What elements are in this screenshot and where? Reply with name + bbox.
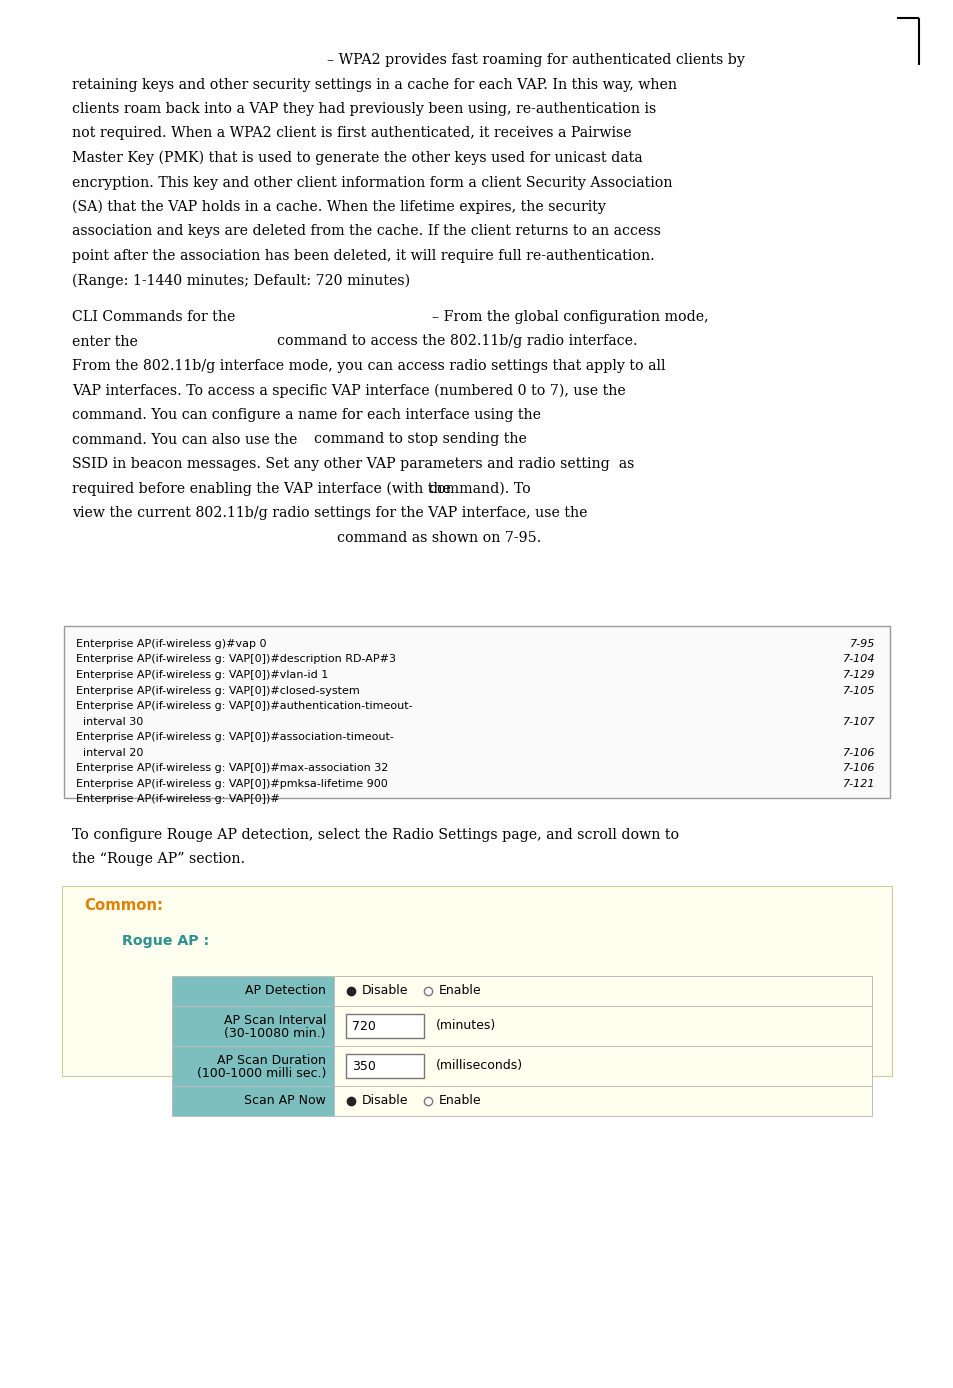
Text: 7-104: 7-104 xyxy=(841,655,874,665)
Text: Scan AP Now: Scan AP Now xyxy=(244,1095,326,1108)
Bar xyxy=(346,1053,423,1078)
Text: not required. When a WPA2 client is first authenticated, it receives a Pairwise: not required. When a WPA2 client is firs… xyxy=(71,126,631,140)
Text: 7-106: 7-106 xyxy=(841,748,874,758)
Bar xyxy=(334,1085,871,1116)
Text: Enterprise AP(if-wireless g: VAP[0])#vlan-id 1: Enterprise AP(if-wireless g: VAP[0])#vla… xyxy=(76,670,328,680)
Text: Enterprise AP(if-wireless g: VAP[0])#association-timeout-: Enterprise AP(if-wireless g: VAP[0])#ass… xyxy=(76,731,394,743)
Text: SSID in beacon messages. Set any other VAP parameters and radio setting  as: SSID in beacon messages. Set any other V… xyxy=(71,457,634,471)
Bar xyxy=(62,886,891,1076)
Text: retaining keys and other security settings in a cache for each VAP. In this way,: retaining keys and other security settin… xyxy=(71,78,677,92)
Text: AP Scan Interval: AP Scan Interval xyxy=(223,1015,326,1027)
Text: Disable: Disable xyxy=(361,1095,408,1108)
Text: command as shown on 7-95.: command as shown on 7-95. xyxy=(336,530,540,544)
Text: 7-121: 7-121 xyxy=(841,779,874,788)
Text: interval 20: interval 20 xyxy=(76,748,143,758)
Text: (SA) that the VAP holds in a cache. When the lifetime expires, the security: (SA) that the VAP holds in a cache. When… xyxy=(71,200,605,214)
Text: AP Scan Duration: AP Scan Duration xyxy=(217,1055,326,1067)
Text: Rogue AP :: Rogue AP : xyxy=(122,934,209,948)
Text: Enterprise AP(if-wireless g: VAP[0])#pmksa-lifetime 900: Enterprise AP(if-wireless g: VAP[0])#pmk… xyxy=(76,779,387,788)
Bar xyxy=(172,1047,334,1085)
Text: – WPA2 provides fast roaming for authenticated clients by: – WPA2 provides fast roaming for authent… xyxy=(327,53,744,67)
Text: Enterprise AP(if-wireless g: VAP[0])#authentication-timeout-: Enterprise AP(if-wireless g: VAP[0])#aut… xyxy=(76,701,413,711)
Text: Master Key (PMK) that is used to generate the other keys used for unicast data: Master Key (PMK) that is used to generat… xyxy=(71,151,642,165)
Text: view the current 802.11b/g radio settings for the VAP interface, use the: view the current 802.11b/g radio setting… xyxy=(71,507,587,520)
Text: AP Detection: AP Detection xyxy=(245,984,326,998)
Text: enter the: enter the xyxy=(71,335,138,348)
Bar xyxy=(346,1015,423,1038)
Text: the “Rouge AP” section.: the “Rouge AP” section. xyxy=(71,852,245,866)
Text: (30-10080 min.): (30-10080 min.) xyxy=(224,1027,326,1041)
Text: To configure Rouge AP detection, select the Radio Settings page, and scroll down: To configure Rouge AP detection, select … xyxy=(71,829,679,843)
Text: command). To: command). To xyxy=(429,482,530,496)
Text: (100-1000 milli sec.): (100-1000 milli sec.) xyxy=(196,1067,326,1080)
Text: Enterprise AP(if-wireless g)#vap 0: Enterprise AP(if-wireless g)#vap 0 xyxy=(76,638,266,650)
Bar xyxy=(334,976,871,1006)
Text: Enterprise AP(if-wireless g: VAP[0])#description RD-AP#3: Enterprise AP(if-wireless g: VAP[0])#des… xyxy=(76,655,395,665)
Text: association and keys are deleted from the cache. If the client returns to an acc: association and keys are deleted from th… xyxy=(71,225,660,239)
Text: command. You can configure a name for each interface using the: command. You can configure a name for ea… xyxy=(71,408,540,422)
Text: 7-129: 7-129 xyxy=(841,670,874,680)
Text: VAP interfaces. To access a specific VAP interface (numbered 0 to 7), use the: VAP interfaces. To access a specific VAP… xyxy=(71,383,625,398)
Text: 7-107: 7-107 xyxy=(841,716,874,726)
Bar xyxy=(172,1085,334,1116)
Text: (milliseconds): (milliseconds) xyxy=(436,1059,522,1073)
Bar xyxy=(172,976,334,1006)
Text: Enterprise AP(if-wireless g: VAP[0])#: Enterprise AP(if-wireless g: VAP[0])# xyxy=(76,794,279,804)
Text: – From the global configuration mode,: – From the global configuration mode, xyxy=(432,310,708,323)
Text: interval 30: interval 30 xyxy=(76,716,143,726)
Text: Enable: Enable xyxy=(438,1095,481,1108)
Text: 7-105: 7-105 xyxy=(841,686,874,695)
Bar xyxy=(172,1006,334,1047)
Text: command. You can also use the: command. You can also use the xyxy=(71,433,297,447)
Text: point after the association has been deleted, it will require full re-authentica: point after the association has been del… xyxy=(71,248,654,262)
Text: Common:: Common: xyxy=(84,898,163,913)
Bar xyxy=(334,1047,871,1085)
Text: clients roam back into a VAP they had previously been using, re-authentication i: clients roam back into a VAP they had pr… xyxy=(71,101,656,117)
Text: (minutes): (minutes) xyxy=(436,1020,496,1033)
Bar xyxy=(64,626,889,798)
Text: 7-106: 7-106 xyxy=(841,763,874,773)
Text: command to stop sending the: command to stop sending the xyxy=(314,433,526,447)
Text: Enable: Enable xyxy=(438,984,481,998)
Text: 720: 720 xyxy=(352,1020,375,1033)
Text: CLI Commands for the: CLI Commands for the xyxy=(71,310,235,323)
Text: encryption. This key and other client information form a client Security Associa: encryption. This key and other client in… xyxy=(71,175,672,190)
Text: required before enabling the VAP interface (with the: required before enabling the VAP interfa… xyxy=(71,482,451,496)
Text: 350: 350 xyxy=(352,1059,375,1073)
Text: command to access the 802.11b/g radio interface.: command to access the 802.11b/g radio in… xyxy=(276,335,637,348)
Text: 7-95: 7-95 xyxy=(849,638,874,650)
Bar xyxy=(334,1006,871,1047)
Text: Enterprise AP(if-wireless g: VAP[0])#max-association 32: Enterprise AP(if-wireless g: VAP[0])#max… xyxy=(76,763,388,773)
Text: (Range: 1-1440 minutes; Default: 720 minutes): (Range: 1-1440 minutes; Default: 720 min… xyxy=(71,273,410,287)
Text: Enterprise AP(if-wireless g: VAP[0])#closed-system: Enterprise AP(if-wireless g: VAP[0])#clo… xyxy=(76,686,359,695)
Text: Disable: Disable xyxy=(361,984,408,998)
Text: From the 802.11b/g interface mode, you can access radio settings that apply to a: From the 802.11b/g interface mode, you c… xyxy=(71,359,665,373)
